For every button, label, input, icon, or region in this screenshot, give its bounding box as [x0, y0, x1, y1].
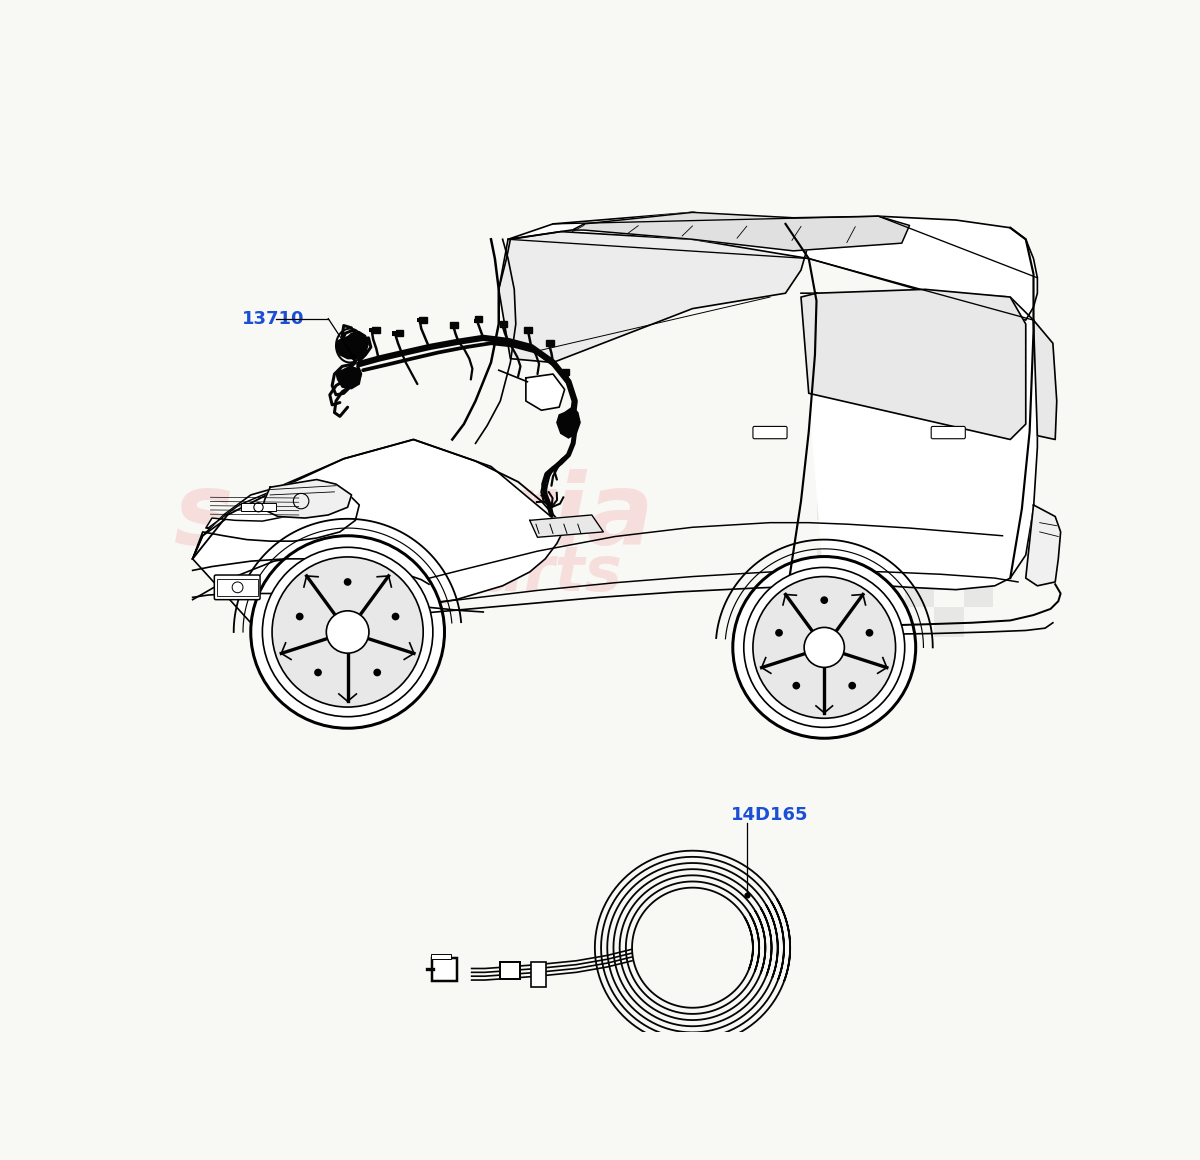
Polygon shape — [336, 367, 361, 389]
Bar — [416, 318, 422, 322]
Bar — [475, 317, 482, 322]
Text: parts: parts — [437, 544, 622, 604]
Circle shape — [792, 682, 800, 689]
Bar — [935, 549, 964, 578]
Bar — [816, 608, 846, 637]
Circle shape — [326, 611, 368, 653]
Bar — [846, 461, 876, 491]
Circle shape — [314, 668, 322, 676]
Circle shape — [263, 548, 433, 717]
Polygon shape — [499, 212, 1037, 320]
Bar — [391, 331, 398, 335]
Text: scuderia: scuderia — [173, 467, 654, 565]
Polygon shape — [263, 479, 352, 519]
Polygon shape — [802, 289, 1026, 440]
Polygon shape — [206, 492, 301, 528]
Bar — [876, 491, 905, 520]
Bar — [372, 327, 380, 333]
Bar — [816, 432, 846, 461]
Circle shape — [865, 629, 874, 637]
Bar — [905, 461, 935, 491]
Bar — [564, 371, 570, 376]
Bar — [524, 327, 532, 333]
Circle shape — [752, 577, 895, 718]
Polygon shape — [529, 515, 604, 537]
Circle shape — [343, 578, 352, 586]
Polygon shape — [499, 212, 809, 362]
Polygon shape — [336, 332, 368, 358]
Bar — [526, 329, 532, 334]
Bar — [905, 520, 935, 549]
Polygon shape — [802, 293, 1037, 589]
FancyBboxPatch shape — [530, 963, 546, 987]
Circle shape — [848, 682, 856, 689]
Bar — [474, 319, 480, 324]
Text: 14D165: 14D165 — [731, 806, 809, 825]
Bar — [846, 578, 876, 608]
Polygon shape — [193, 440, 565, 623]
Circle shape — [296, 612, 304, 621]
Bar — [876, 549, 905, 578]
Bar — [935, 491, 964, 520]
Bar — [419, 317, 427, 324]
Circle shape — [804, 628, 845, 667]
Circle shape — [251, 536, 444, 728]
Circle shape — [821, 596, 828, 604]
FancyBboxPatch shape — [752, 427, 787, 438]
Bar — [562, 369, 569, 375]
Bar — [964, 578, 994, 608]
Bar — [546, 340, 553, 347]
Bar — [396, 331, 403, 336]
Circle shape — [373, 668, 382, 676]
Bar — [816, 491, 846, 520]
Circle shape — [744, 567, 905, 727]
FancyBboxPatch shape — [215, 575, 260, 600]
Bar — [846, 520, 876, 549]
Bar — [816, 549, 846, 578]
FancyBboxPatch shape — [500, 963, 521, 979]
Bar — [876, 608, 905, 637]
Circle shape — [733, 557, 916, 738]
Bar — [935, 608, 964, 637]
FancyBboxPatch shape — [217, 579, 258, 596]
Bar — [964, 520, 994, 549]
Bar — [450, 322, 456, 327]
Circle shape — [391, 612, 400, 621]
FancyBboxPatch shape — [431, 955, 451, 959]
FancyBboxPatch shape — [931, 427, 965, 438]
Bar — [499, 321, 508, 327]
Bar — [546, 342, 552, 347]
Polygon shape — [557, 407, 580, 438]
Bar — [935, 432, 964, 461]
FancyBboxPatch shape — [432, 958, 457, 981]
Polygon shape — [526, 374, 565, 411]
Polygon shape — [193, 484, 359, 559]
Text: 13710: 13710 — [241, 310, 304, 327]
Bar — [241, 503, 276, 512]
Circle shape — [775, 629, 782, 637]
Polygon shape — [1033, 320, 1057, 440]
Bar — [964, 461, 994, 491]
Polygon shape — [1026, 505, 1061, 586]
Bar — [499, 324, 505, 328]
Bar — [905, 578, 935, 608]
Bar — [368, 328, 374, 333]
Circle shape — [272, 557, 424, 708]
Bar — [450, 321, 457, 328]
Bar — [876, 432, 905, 461]
Polygon shape — [572, 212, 910, 251]
